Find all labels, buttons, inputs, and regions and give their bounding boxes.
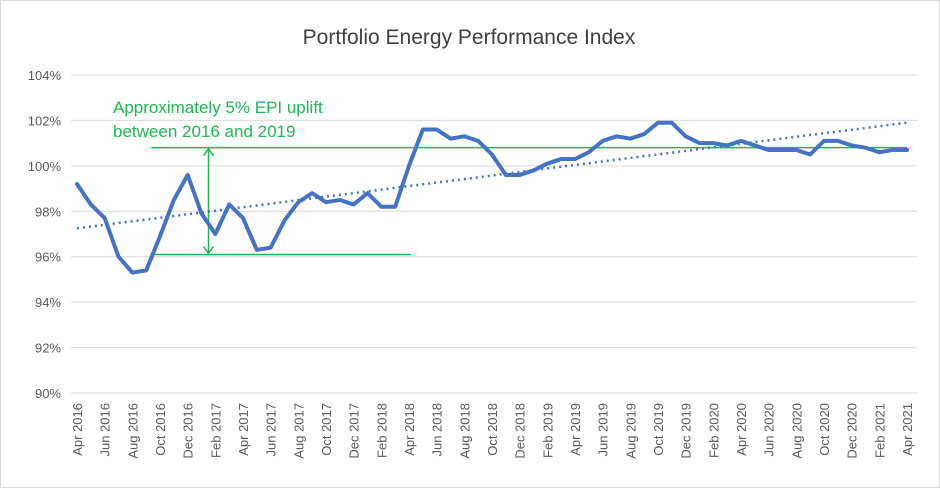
x-tick-label: Apr 2019 [568, 403, 583, 456]
x-tick-label: Jun 2017 [264, 403, 279, 457]
x-tick-label: Oct 2017 [319, 403, 334, 456]
y-tick-label: 96% [35, 250, 61, 265]
x-tick-label: Aug 2018 [457, 403, 472, 459]
arrow-head-up-icon [202, 147, 215, 157]
x-tick-label: Feb 2021 [872, 403, 887, 458]
x-tick-label: Feb 2018 [374, 403, 389, 458]
x-tick-label: Jun 2020 [762, 403, 777, 457]
x-tick-label: Feb 2017 [208, 403, 223, 458]
x-tick-label: Apr 2016 [70, 403, 85, 456]
y-tick-label: 98% [35, 204, 61, 219]
arrow-head-down-icon [202, 246, 215, 255]
x-tick-label: Dec 2019 [679, 403, 694, 459]
x-tick-label: Aug 2016 [125, 403, 140, 459]
x-tick-label: Dec 2020 [845, 403, 860, 459]
x-tick-label: Oct 2020 [817, 403, 832, 456]
x-tick-label: Dec 2017 [347, 403, 362, 459]
x-tick-label: Jun 2016 [98, 403, 113, 457]
x-tick-label: Apr 2018 [402, 403, 417, 456]
y-tick-label: 102% [28, 113, 62, 128]
y-tick-label: 92% [35, 341, 61, 356]
y-tick-label: 94% [35, 295, 61, 310]
annotation-line-1: Approximately 5% EPI uplift [113, 98, 323, 117]
chart-title: Portfolio Energy Performance Index [303, 26, 636, 49]
x-tick-label: Dec 2016 [181, 403, 196, 459]
x-tick-label: Jun 2018 [430, 403, 445, 457]
y-tick-label: 90% [35, 386, 61, 401]
y-tick-label: 100% [28, 159, 62, 174]
x-tick-label: Feb 2019 [540, 403, 555, 458]
x-tick-label: Feb 2020 [706, 403, 721, 458]
x-tick-label: Aug 2019 [623, 403, 638, 459]
x-tick-label: Oct 2019 [651, 403, 666, 456]
annotation-line-2: between 2016 and 2019 [113, 122, 295, 141]
x-tick-label: Aug 2017 [291, 403, 306, 459]
x-tick-label: Oct 2018 [485, 403, 500, 456]
y-tick-label: 104% [28, 68, 62, 83]
x-tick-label: Apr 2021 [900, 403, 915, 456]
x-tick-label: Jun 2019 [596, 403, 611, 457]
x-tick-label: Apr 2020 [734, 403, 749, 456]
x-tick-label: Dec 2018 [513, 403, 528, 459]
x-tick-label: Aug 2020 [789, 403, 804, 459]
x-tick-label: Apr 2017 [236, 403, 251, 456]
epi-series-line [75, 120, 909, 275]
trend-line [76, 121, 908, 230]
x-tick-label: Oct 2016 [153, 403, 168, 456]
